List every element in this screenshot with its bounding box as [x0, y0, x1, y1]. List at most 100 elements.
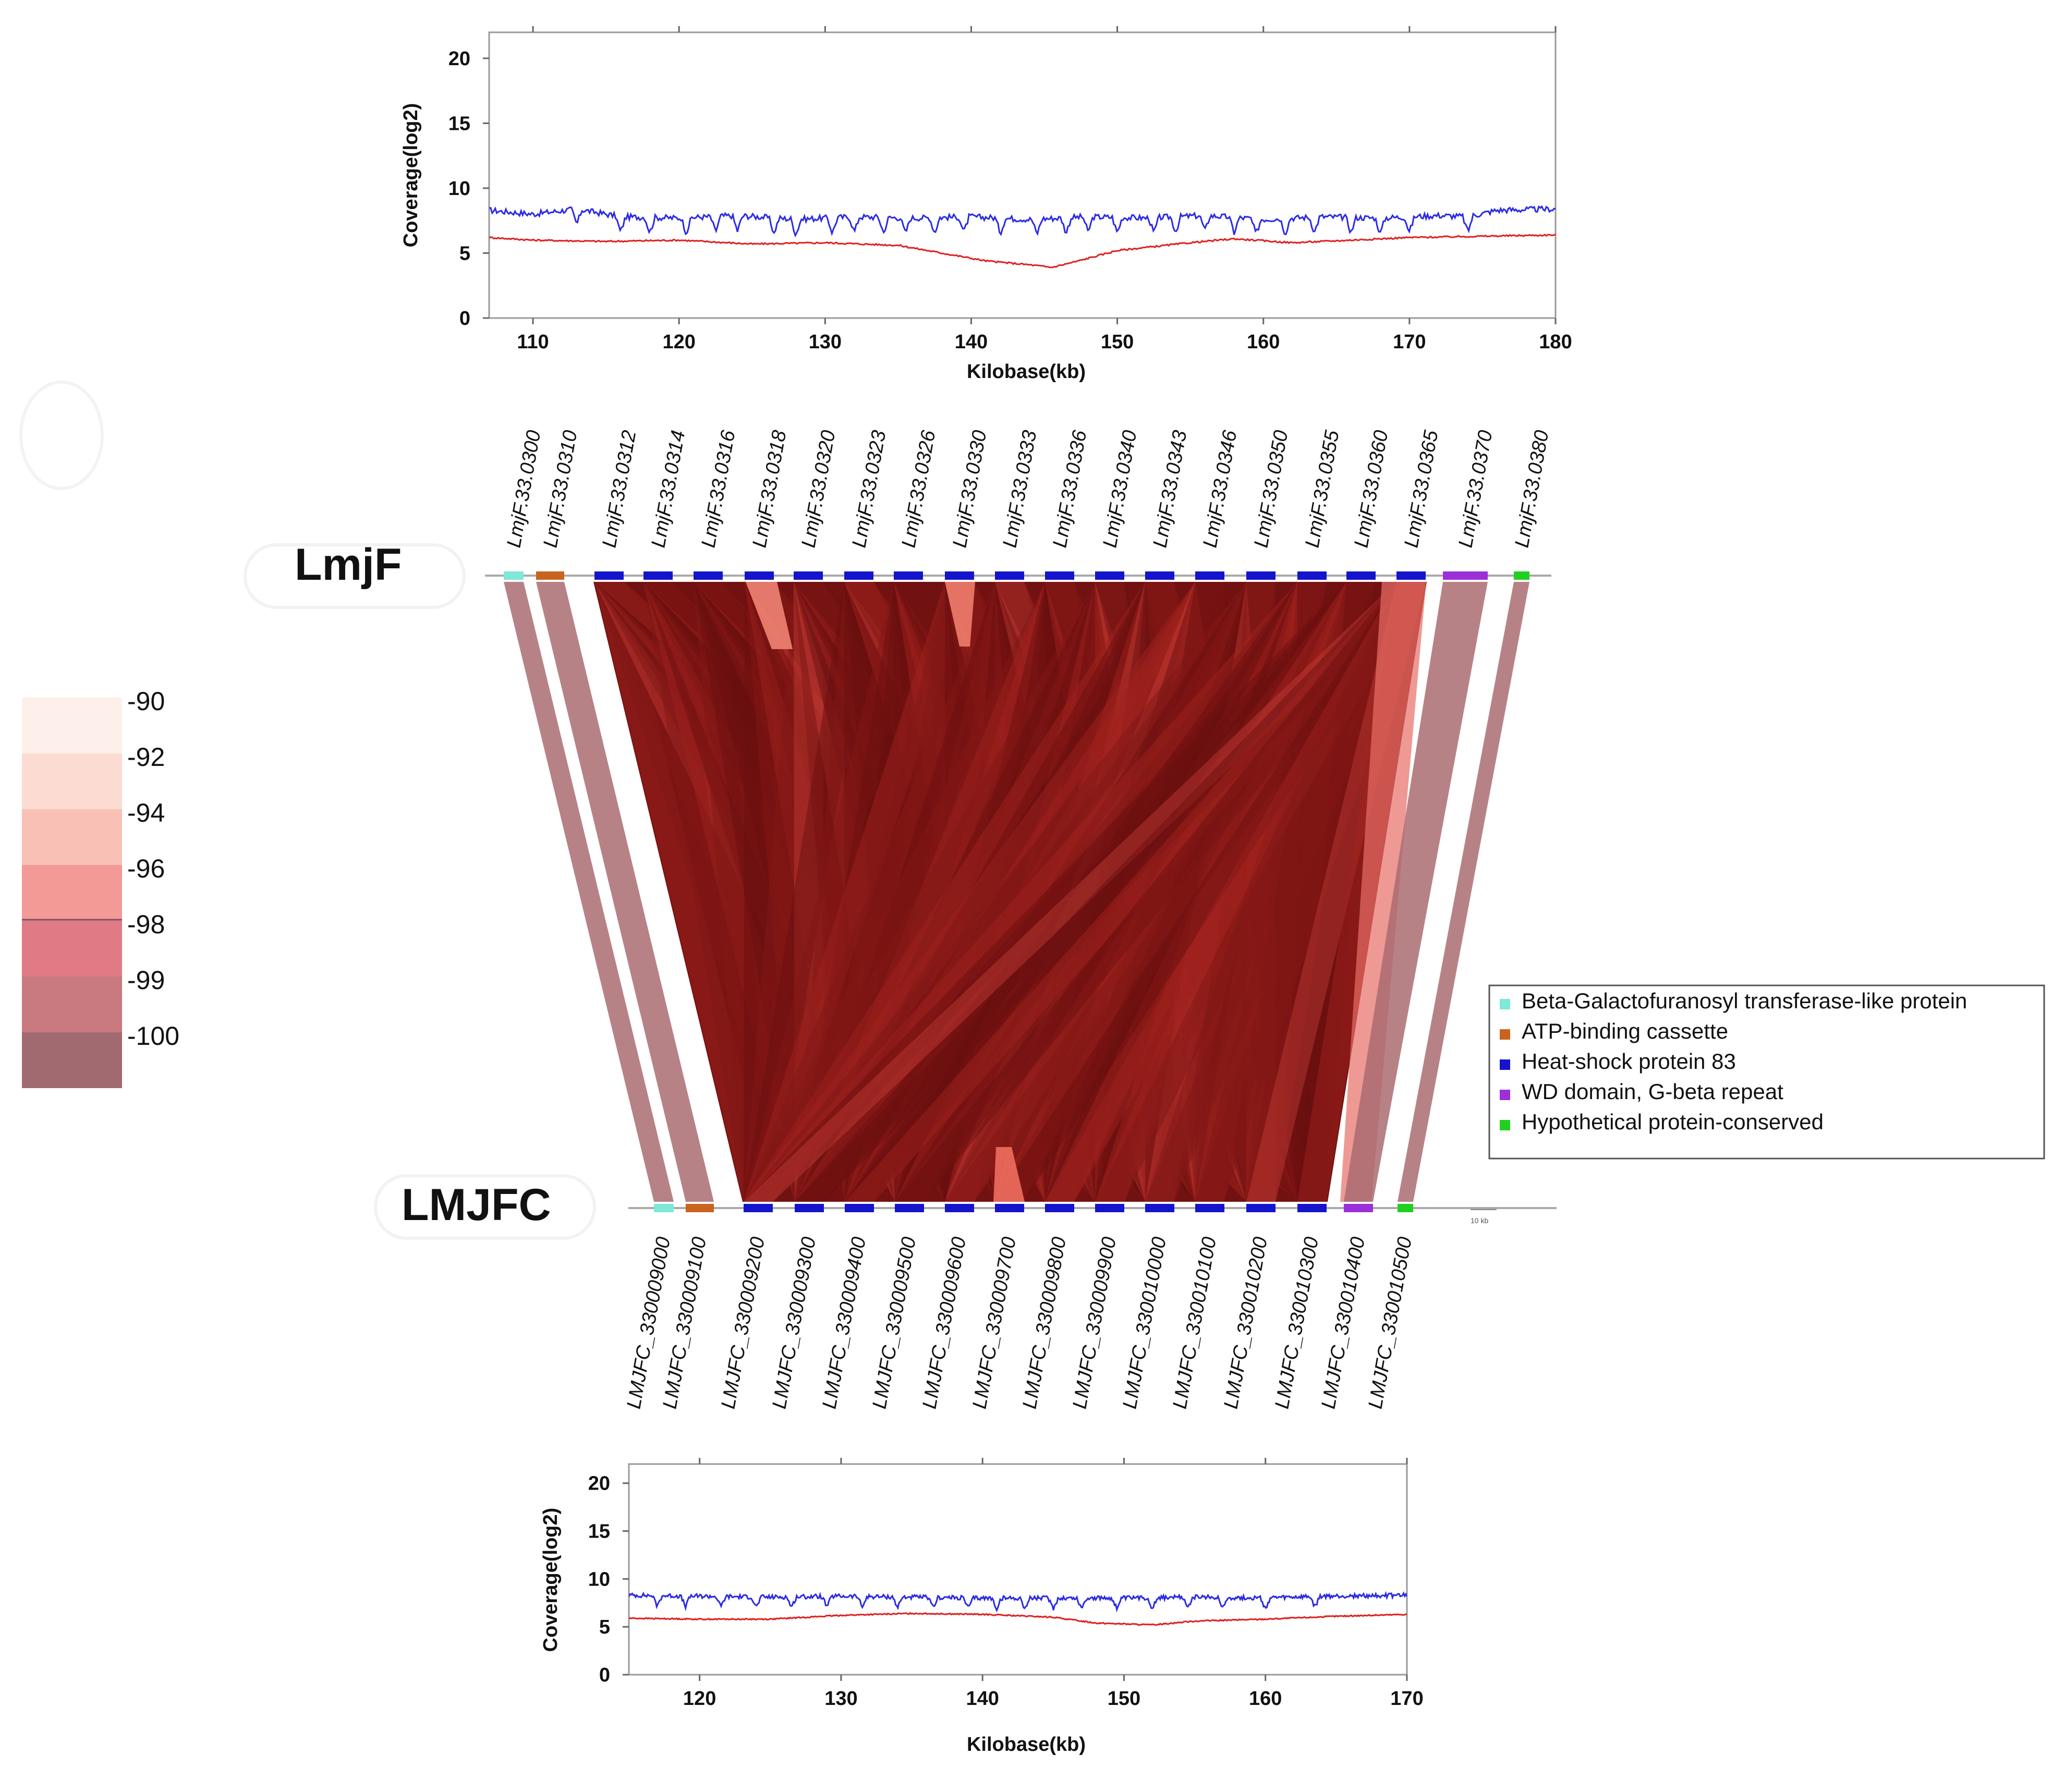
scale-swatch: [22, 1032, 122, 1088]
gene-legend-frame: [1488, 984, 2045, 1160]
hsp83-link: [1095, 582, 1376, 1202]
hsp83-link: [945, 582, 1024, 1202]
y-tick-label: 5: [599, 1616, 610, 1638]
hsp83-link: [895, 582, 1024, 1202]
hsp83-link: [795, 582, 974, 1202]
scale-swatch: [22, 809, 122, 865]
hsp83-link: [694, 582, 1174, 1202]
hsp83-link: [1195, 582, 1276, 1202]
hsp83-link: [643, 582, 924, 1202]
hsp83-link: [1246, 582, 1376, 1202]
hsp83-link: [1145, 582, 1224, 1202]
hsp83-link: [594, 582, 824, 1202]
hsp83-link: [1297, 582, 1376, 1202]
hsp83-link: [794, 582, 1124, 1202]
coverage-line-blue: [629, 1591, 1407, 1613]
bottom-gene-label: LMJFC_330009800: [1019, 1235, 1071, 1410]
bottom-gene-label: LMJFC_330009300: [769, 1235, 820, 1410]
hsp83-link: [643, 582, 1024, 1202]
hsp83-link: [1195, 582, 1224, 1202]
top-gene-label: LmjF.33.0316: [698, 428, 740, 549]
hsp83-link: [945, 582, 1174, 1202]
hsp83-link: [845, 582, 1074, 1202]
hsp83-link: [794, 582, 1327, 1202]
scale-swatch: [22, 977, 122, 1032]
hsp83-link: [643, 582, 874, 1202]
hsp83-link-edge: [1340, 582, 1426, 1202]
hsp83-link: [894, 582, 1124, 1202]
scale-swatch: [22, 753, 122, 809]
x-tick-label: 110: [517, 331, 549, 353]
hsp83-link: [1145, 582, 1327, 1202]
top-gene-label: LmjF.33.0333: [999, 429, 1041, 549]
hsp83-link: [794, 582, 874, 1202]
top-gene-label: LmjF.33.0370: [1455, 429, 1497, 549]
top-genome-label: LmjF: [295, 540, 402, 590]
hsp83-link: [1045, 582, 1124, 1202]
hsp83-link: [945, 582, 1124, 1202]
hsp83-link: [995, 582, 1074, 1202]
top-gene: [1297, 571, 1327, 580]
hsp83-link: [995, 582, 1376, 1202]
x-tick-label: 140: [955, 331, 988, 353]
hsp83-link-block: [593, 582, 1427, 1202]
x-tick-label: 120: [662, 331, 695, 353]
hsp83-link: [745, 582, 924, 1202]
scale-swatch: [22, 921, 122, 977]
coverage-plot-top-xlabel: Kilobase(kb): [967, 361, 1086, 383]
hsp83-link: [895, 582, 1174, 1202]
hsp83-link: [995, 582, 1224, 1202]
top-gene: [945, 571, 974, 580]
hsp83-link: [794, 582, 1174, 1202]
bottom-gene-label: LMJFC_330010000: [1119, 1235, 1171, 1410]
x-tick-label: 180: [1539, 331, 1572, 353]
hsp83-link: [643, 582, 974, 1202]
hsp83-link: [945, 582, 1074, 1202]
top-gene-label: LmjF.33.0318: [749, 429, 791, 549]
x-tick-label: 160: [1249, 1688, 1282, 1710]
top-gene-label: LmjF.33.0340: [1099, 429, 1141, 549]
x-tick-label: 150: [1108, 1688, 1140, 1710]
hsp83-link: [894, 582, 1174, 1202]
hsp83-link: [643, 582, 1224, 1202]
hsp83-link: [643, 582, 1074, 1202]
scale-label: -99: [127, 966, 165, 995]
hsp83-link: [744, 582, 823, 1202]
bottom-gene-label: LMJFC_330009700: [969, 1235, 1021, 1410]
hsp83-link: [795, 582, 1174, 1202]
y-tick-label: 10: [588, 1568, 610, 1590]
hsp83-link: [945, 582, 1024, 1202]
hsp83-link: [995, 582, 1276, 1202]
top-gene-label: LmjF.33.0365: [1401, 428, 1443, 549]
bottom-gene-label: LMJFC_330009900: [1069, 1235, 1121, 1410]
hsp83-link: [895, 582, 1074, 1202]
coverage-plot-top-ylabel: Coverage(log2): [400, 103, 422, 248]
hsp83-link: [1145, 582, 1426, 1202]
hsp83-link: [1045, 582, 1224, 1202]
hsp83-link: [995, 582, 1024, 1202]
y-tick-label: 20: [448, 48, 470, 70]
top-gene-label: LmjF.33.0323: [848, 429, 891, 549]
top-gene: [643, 571, 673, 580]
hsp83-link: [795, 582, 1327, 1202]
hsp83-link-light: [746, 582, 793, 649]
hsp83-link: [995, 582, 1174, 1202]
bottom-gene: [654, 1204, 674, 1212]
hsp83-link: [995, 582, 1174, 1202]
hsp83-link: [795, 582, 1224, 1202]
hsp83-link: [594, 582, 1276, 1202]
hsp83-link: [744, 582, 1327, 1202]
bottom-gene-label: LMJFC_330010300: [1271, 1235, 1323, 1410]
hsp83-link: [945, 582, 1327, 1202]
x-tick-label: 150: [1101, 331, 1134, 353]
hsp83-link: [594, 582, 1124, 1202]
hsp83-link: [745, 582, 1074, 1202]
x-tick-label: 140: [966, 1688, 999, 1710]
x-tick-label: 130: [809, 331, 842, 353]
y-tick-label: 20: [588, 1473, 610, 1495]
hsp83-link: [1095, 582, 1124, 1202]
hsp83-link: [894, 582, 974, 1202]
bottom-gene: [895, 1204, 924, 1212]
coverage-plot-top: 110 120 130 140 150 160 170 180 0 5 10 15 20 Kilobas…: [400, 26, 1572, 383]
